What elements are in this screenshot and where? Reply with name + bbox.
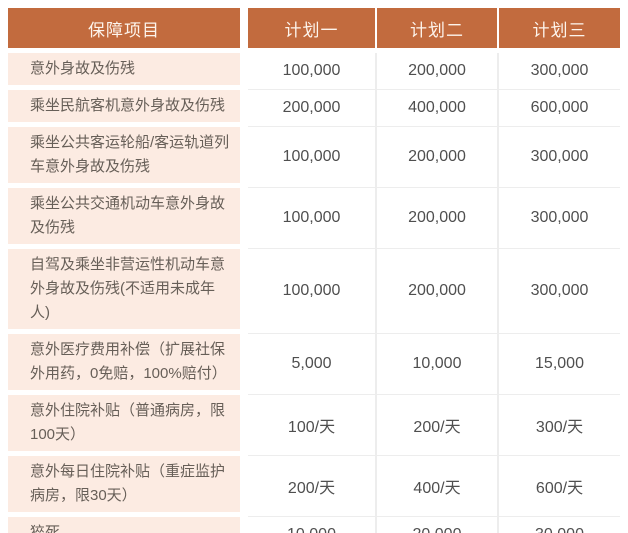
plan-2-value: 200,000 [377,249,499,334]
plan-1-value: 100,000 [248,249,377,334]
plan-1-value: 100,000 [248,53,377,90]
plan-2-column-header: 计划二 [377,8,499,53]
plan-1-value: 200,000 [248,90,377,127]
table-row: 意外每日住院补贴（重症监护病房，限30天） 200/天 400/天 600/天 [8,456,620,517]
row-label: 意外每日住院补贴（重症监护病房，限30天） [8,456,248,517]
table-header-row: 保障项目 计划一 计划二 计划三 [8,8,620,53]
plan-3-value: 300/天 [499,395,620,456]
table-row: 意外医疗费用补偿（扩展社保外用药，0免赔，100%赔付） 5,000 10,00… [8,334,620,395]
plan-1-value: 100/天 [248,395,377,456]
row-label: 意外身故及伤残 [8,53,248,90]
plan-1-value: 100,000 [248,188,377,249]
plan-1-value: 200/天 [248,456,377,517]
table-row: 猝死 10,000 20,000 30,000 [8,517,620,533]
table-row: 乘坐民航客机意外身故及伤残 200,000 400,000 600,000 [8,90,620,127]
plan-2-value: 200,000 [377,53,499,90]
plan-3-column-header: 计划三 [499,8,620,53]
plan-2-value: 10,000 [377,334,499,395]
plan-2-value: 20,000 [377,517,499,533]
plan-2-value: 400/天 [377,456,499,517]
row-label: 猝死 [8,517,248,533]
plan-2-value: 200,000 [377,127,499,188]
table-row: 意外住院补贴（普通病房，限100天） 100/天 200/天 300/天 [8,395,620,456]
row-label: 乘坐公共客运轮船/客运轨道列车意外身故及伤残 [8,127,248,188]
plan-1-value: 100,000 [248,127,377,188]
row-label: 乘坐公共交通机动车意外身故及伤残 [8,188,248,249]
table-row: 意外身故及伤残 100,000 200,000 300,000 [8,53,620,90]
plan-3-value: 600,000 [499,90,620,127]
plan-3-value: 300,000 [499,249,620,334]
plan-3-value: 600/天 [499,456,620,517]
coverage-items-column-header: 保障项目 [8,8,248,53]
plan-2-value: 200,000 [377,188,499,249]
table-row: 乘坐公共交通机动车意外身故及伤残 100,000 200,000 300,000 [8,188,620,249]
plan-3-value: 30,000 [499,517,620,533]
row-label: 意外住院补贴（普通病房，限100天） [8,395,248,456]
plan-2-value: 400,000 [377,90,499,127]
table-row: 自驾及乘坐非营运性机动车意外身故及伤残(不适用未成年人) 100,000 200… [8,249,620,334]
plan-3-value: 300,000 [499,53,620,90]
row-label: 自驾及乘坐非营运性机动车意外身故及伤残(不适用未成年人) [8,249,248,334]
insurance-plan-comparison-table: 保障项目 计划一 计划二 计划三 意外身故及伤残 100,000 200,000… [8,8,620,533]
table-row: 乘坐公共客运轮船/客运轨道列车意外身故及伤残 100,000 200,000 3… [8,127,620,188]
plan-3-value: 15,000 [499,334,620,395]
plan-3-value: 300,000 [499,188,620,249]
plan-1-value: 5,000 [248,334,377,395]
plan-1-column-header: 计划一 [248,8,377,53]
plan-2-value: 200/天 [377,395,499,456]
plan-1-value: 10,000 [248,517,377,533]
plan-3-value: 300,000 [499,127,620,188]
row-label: 乘坐民航客机意外身故及伤残 [8,90,248,127]
row-label: 意外医疗费用补偿（扩展社保外用药，0免赔，100%赔付） [8,334,248,395]
